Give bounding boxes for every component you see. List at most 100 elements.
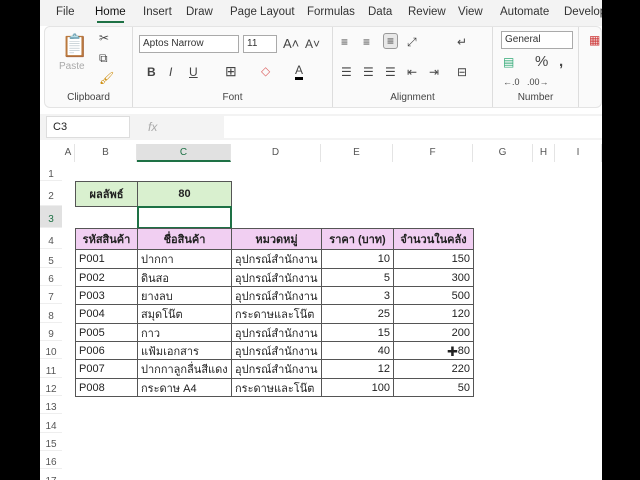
paste-icon[interactable]: 📋	[61, 33, 89, 58]
align-left-icon[interactable]: ☰	[341, 65, 352, 79]
underline-button[interactable]: U	[189, 65, 198, 79]
table-header[interactable]: หมวดหมู่	[231, 228, 322, 250]
menu-file[interactable]: File	[56, 6, 75, 18]
table-cell[interactable]: 120	[393, 304, 474, 324]
column-header-h[interactable]: H	[533, 144, 555, 162]
table-cell[interactable]: อุปกรณ์สำนักงาน	[231, 268, 322, 287]
row-header-10[interactable]: 10	[40, 341, 62, 359]
middle-align-icon[interactable]: ≡	[363, 35, 371, 49]
row-header-11[interactable]: 11	[40, 359, 62, 378]
table-cell[interactable]: ดินสอ	[137, 268, 232, 287]
conditional-formatting-icon[interactable]: ▦	[589, 33, 601, 47]
result-value[interactable]: 80	[137, 181, 232, 207]
column-header-d[interactable]: D	[231, 144, 321, 162]
increase-decimal-icon[interactable]: ←.0	[503, 77, 520, 87]
percent-icon[interactable]: %	[535, 53, 549, 70]
table-cell[interactable]: 25	[321, 304, 394, 324]
menu-developer[interactable]: Develop	[564, 6, 602, 18]
table-cell[interactable]: 50	[393, 378, 474, 397]
table-cell[interactable]: 12	[321, 359, 394, 379]
selected-cell-c3[interactable]	[137, 206, 232, 229]
table-cell[interactable]: กระดาษและโน๊ต	[231, 378, 322, 397]
bold-button[interactable]: B	[147, 65, 156, 79]
row-header-17[interactable]: 17	[40, 469, 62, 480]
table-cell[interactable]: P006	[75, 341, 138, 360]
table-cell[interactable]: อุปกรณ์สำนักงาน	[231, 341, 322, 360]
formula-input[interactable]	[224, 116, 602, 138]
column-header-f[interactable]: F	[393, 144, 473, 162]
table-cell[interactable]: P008	[75, 378, 138, 397]
column-header-c[interactable]: C	[137, 144, 231, 162]
column-header-a[interactable]: A	[62, 144, 75, 162]
decrease-decimal-icon[interactable]: .00→	[527, 77, 549, 87]
table-cell[interactable]: ยางลบ	[137, 286, 232, 305]
table-cell[interactable]: 200	[393, 323, 474, 342]
menu-page-layout[interactable]: Page Layout	[230, 6, 295, 18]
column-header-b[interactable]: B	[75, 144, 137, 162]
row-header-14[interactable]: 14	[40, 414, 62, 433]
decrease-font-icon[interactable]: A˅	[305, 37, 321, 51]
table-cell[interactable]: P005	[75, 323, 138, 342]
align-right-icon[interactable]: ☰	[385, 65, 396, 79]
menu-automate[interactable]: Automate	[500, 6, 550, 18]
fx-button[interactable]: fx	[148, 120, 158, 134]
table-cell[interactable]: กาว	[137, 323, 232, 342]
decrease-indent-icon[interactable]: ⇤	[407, 65, 418, 79]
row-header-8[interactable]: 8	[40, 304, 62, 323]
table-cell[interactable]: 15	[321, 323, 394, 342]
increase-indent-icon[interactable]: ⇥	[429, 65, 440, 79]
table-cell[interactable]: แฟ้มเอกสาร	[137, 341, 232, 360]
row-header-6[interactable]: 6	[40, 268, 62, 286]
column-header-g[interactable]: G	[473, 144, 533, 162]
merge-center-icon[interactable]: ⊟	[457, 65, 468, 79]
top-align-icon[interactable]: ≡	[341, 35, 349, 49]
table-cell[interactable]: P004	[75, 304, 138, 324]
menu-insert[interactable]: Insert	[143, 6, 172, 18]
row-header-7[interactable]: 7	[40, 286, 62, 304]
table-cell[interactable]: P007	[75, 359, 138, 379]
row-header-12[interactable]: 12	[40, 378, 62, 396]
row-header-4[interactable]: 4	[40, 228, 62, 249]
row-header-3[interactable]: 3	[40, 206, 62, 228]
row-header-16[interactable]: 16	[40, 451, 62, 469]
align-center-icon[interactable]: ☰	[363, 65, 374, 79]
table-cell[interactable]: P001	[75, 249, 138, 269]
table-cell[interactable]: อุปกรณ์สำนักงาน	[231, 249, 322, 269]
cut-icon[interactable]: ✂	[99, 31, 110, 45]
comma-icon[interactable]: ,	[559, 53, 564, 70]
row-header-5[interactable]: 5	[40, 249, 62, 268]
menu-view[interactable]: View	[458, 6, 483, 18]
table-cell[interactable]: สมุดโน๊ต	[137, 304, 232, 324]
row-header-13[interactable]: 13	[40, 396, 62, 414]
fill-color-icon[interactable]: ◇	[261, 64, 271, 78]
increase-font-icon[interactable]: A˄	[283, 36, 300, 51]
table-cell[interactable]: 150	[393, 249, 474, 269]
table-cell[interactable]: 220	[393, 359, 474, 379]
table-cell[interactable]: P003	[75, 286, 138, 305]
menu-draw[interactable]: Draw	[186, 6, 213, 18]
table-cell[interactable]: ปากกาลูกลื่นสีแดง	[137, 359, 232, 379]
table-header[interactable]: รหัสสินค้า	[75, 228, 138, 250]
row-header-2[interactable]: 2	[40, 181, 62, 206]
row-header-9[interactable]: 9	[40, 323, 62, 341]
menu-formulas[interactable]: Formulas	[307, 6, 355, 18]
format-painter-icon[interactable]: 🖌	[99, 71, 115, 85]
name-box[interactable]: C3	[46, 116, 130, 138]
row-header-15[interactable]: 15	[40, 433, 62, 451]
italic-button[interactable]: I	[169, 65, 173, 79]
paste-button[interactable]: Paste	[59, 61, 85, 72]
row-header-1[interactable]: 1	[40, 162, 62, 181]
table-header[interactable]: ราคา (บาท)	[321, 228, 394, 250]
table-cell[interactable]: 10	[321, 249, 394, 269]
table-cell[interactable]: อุปกรณ์สำนักงาน	[231, 323, 322, 342]
font-name-dropdown[interactable]: Aptos Narrow	[139, 35, 239, 53]
accounting-icon[interactable]: ▤	[503, 55, 515, 69]
number-format-dropdown[interactable]: General	[501, 31, 573, 49]
table-cell[interactable]: กระดาษและโน๊ต	[231, 304, 322, 324]
orientation-icon[interactable]: ⤢	[407, 35, 417, 49]
table-cell[interactable]: P002	[75, 268, 138, 287]
font-color-icon[interactable]: A	[295, 63, 304, 80]
table-header[interactable]: จำนวนในคลัง	[393, 228, 474, 250]
table-cell[interactable]: อุปกรณ์สำนักงาน	[231, 286, 322, 305]
borders-icon[interactable]: ⊞	[225, 63, 237, 79]
